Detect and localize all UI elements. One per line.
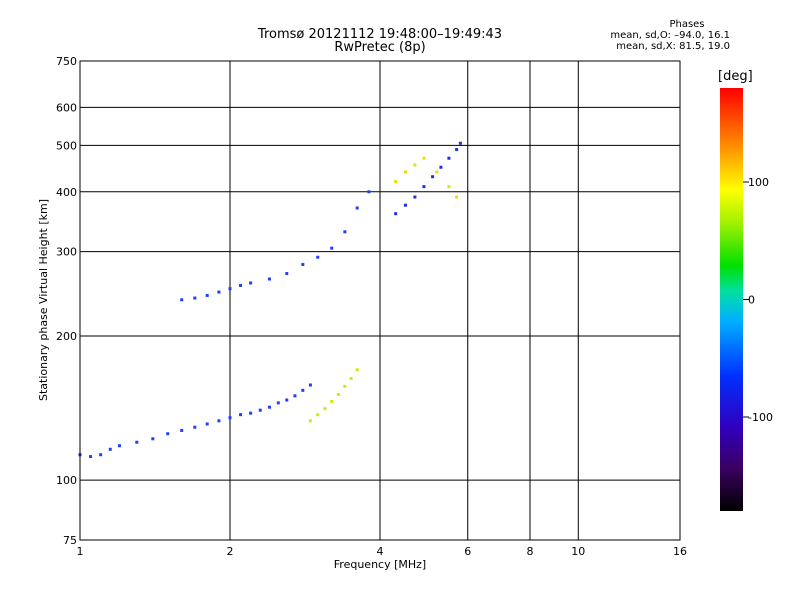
data-point <box>180 428 184 432</box>
colorbar-ticks: 100 0 -100 <box>743 176 773 424</box>
data-point <box>293 394 297 398</box>
chart-title-line2: RwPretec (8p) <box>334 40 426 55</box>
x-tick-label: 2 <box>227 545 234 558</box>
y-tick-label: 600 <box>56 101 77 114</box>
data-point <box>394 180 398 184</box>
data-point <box>439 165 443 169</box>
data-point <box>217 290 221 294</box>
data-point <box>355 368 359 372</box>
plot-grid <box>79 60 681 541</box>
data-point <box>301 388 305 392</box>
data-point <box>151 437 155 441</box>
data-point <box>205 422 209 426</box>
data-point <box>447 156 451 160</box>
data-point <box>276 401 280 405</box>
x-tick-label: 8 <box>527 545 534 558</box>
y-tick-label: 75 <box>63 534 77 547</box>
data-point <box>435 170 439 174</box>
colorbar-label: [deg] <box>718 69 753 84</box>
data-point <box>249 411 253 415</box>
data-point <box>249 281 253 285</box>
data-point <box>267 405 271 409</box>
data-point <box>330 246 334 250</box>
phase-stats-label: Phases <box>669 19 705 30</box>
data-point <box>455 195 459 199</box>
data-point <box>301 262 305 266</box>
y-tick-label: 500 <box>56 139 77 152</box>
data-point <box>316 413 320 417</box>
data-point <box>308 383 312 387</box>
colorbar-tick-label: 0 <box>748 294 755 307</box>
data-point <box>343 230 347 234</box>
data-point <box>228 287 232 291</box>
data-point <box>99 453 103 457</box>
data-point <box>422 156 426 160</box>
y-tick-label: 750 <box>56 55 77 68</box>
data-point <box>403 203 407 207</box>
x-tick-label: 4 <box>377 545 384 558</box>
data-point <box>267 277 271 281</box>
y-axis-label: Stationary phase Virtual Height [km] <box>37 199 50 401</box>
phase-stats-x: mean, sd,X: 81.5, 19.0 <box>616 41 730 52</box>
data-point <box>394 212 398 216</box>
x-axis-label: Frequency [MHz] <box>334 558 426 571</box>
data-point <box>431 175 435 179</box>
y-tick-label: 200 <box>56 330 77 343</box>
data-point <box>336 392 340 396</box>
data-point <box>355 206 359 210</box>
x-tick-label: 1 <box>77 545 84 558</box>
data-point <box>367 190 371 194</box>
data-point <box>422 185 426 189</box>
data-point <box>205 293 209 297</box>
colorbar-tick-label: 100 <box>748 176 769 189</box>
data-point <box>330 399 334 403</box>
data-point <box>135 440 139 444</box>
data-point <box>447 185 451 189</box>
data-point <box>285 398 289 402</box>
x-tick-label: 10 <box>571 545 585 558</box>
data-point <box>166 432 170 436</box>
colorbar <box>720 88 743 511</box>
data-point <box>239 413 243 417</box>
phase-stats: Phases mean, sd,O: –94.0, 16.1 mean, sd,… <box>604 19 730 52</box>
data-point <box>193 425 197 429</box>
data-point <box>108 447 112 451</box>
x-tick-labels: 1 2 4 6 8 10 16 <box>77 545 688 558</box>
x-tick-label: 6 <box>464 545 471 558</box>
data-point <box>258 408 262 412</box>
data-point <box>349 377 353 381</box>
data-point <box>89 455 93 459</box>
data-point <box>455 148 459 152</box>
data-point <box>193 296 197 300</box>
data-point <box>285 272 289 276</box>
data-point <box>308 419 312 423</box>
data-point <box>217 419 221 423</box>
data-point <box>403 170 407 174</box>
x-tick-label: 16 <box>673 545 687 558</box>
colorbar-tick-label: -100 <box>748 411 773 424</box>
y-tick-labels: 75 100 200 300 400 500 600 750 <box>56 55 77 547</box>
plot-frame <box>79 60 681 541</box>
data-point <box>413 195 417 199</box>
data-point <box>239 283 243 287</box>
y-tick-label: 400 <box>56 186 77 199</box>
y-tick-label: 100 <box>56 474 77 487</box>
data-point <box>117 444 121 448</box>
data-point <box>180 298 184 302</box>
data-point <box>323 407 327 411</box>
data-point <box>228 416 232 420</box>
data-point <box>343 384 347 388</box>
data-point <box>316 255 320 259</box>
y-tick-label: 300 <box>56 246 77 259</box>
data-point <box>413 163 417 167</box>
chart-title-line1: Tromsø 20121112 19:48:00–19:49:43 <box>257 27 503 42</box>
data-point <box>458 141 462 145</box>
phase-stats-o: mean, sd,O: –94.0, 16.1 <box>610 30 730 41</box>
data-points <box>78 141 462 459</box>
